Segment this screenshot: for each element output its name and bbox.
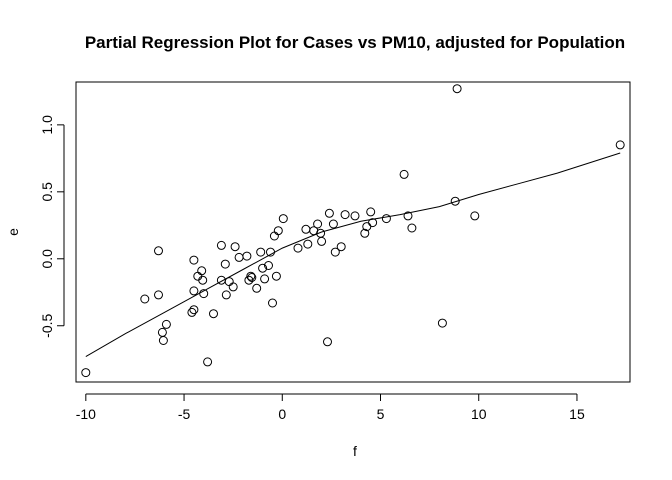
- data-point: [317, 236, 327, 246]
- chart-title: Partial Regression Plot for Cases vs PM1…: [85, 33, 625, 52]
- data-point: [470, 211, 480, 221]
- data-point: [303, 239, 313, 249]
- data-point: [340, 210, 350, 220]
- data-point: [199, 289, 209, 299]
- data-point: [252, 283, 262, 293]
- x-tick-label: -10: [76, 406, 96, 422]
- y-tick-label: -0.5: [39, 313, 55, 337]
- data-point: [256, 247, 266, 257]
- data-point: [228, 282, 238, 292]
- data-point: [271, 271, 281, 281]
- x-axis: -10 -5 0 5 10 15: [76, 393, 585, 422]
- smooth-fit-line: [85, 152, 621, 358]
- data-point: [244, 275, 254, 285]
- data-point: [161, 319, 171, 329]
- y-tick-label: 0.5: [39, 182, 55, 202]
- data-point: [615, 140, 625, 150]
- data-point: [266, 247, 275, 257]
- data-point: [437, 318, 447, 328]
- x-axis-label: f: [353, 443, 357, 459]
- x-tick-label: 15: [569, 406, 585, 422]
- data-point: [324, 208, 334, 218]
- data-point: [230, 242, 240, 252]
- data-point: [399, 169, 409, 179]
- data-point: [403, 211, 413, 221]
- data-point: [336, 242, 346, 252]
- data-point: [313, 219, 323, 229]
- data-points-layer: [81, 84, 625, 378]
- data-point: [330, 247, 340, 257]
- data-point: [273, 226, 283, 236]
- data-point: [242, 251, 252, 261]
- data-point: [366, 207, 376, 217]
- data-point: [234, 252, 244, 262]
- data-point: [157, 327, 167, 337]
- data-point: [189, 255, 199, 265]
- data-point: [328, 219, 338, 229]
- data-point: [81, 368, 91, 378]
- y-axis: -0.5 0.0 0.5 1.0: [39, 115, 65, 338]
- data-point: [140, 294, 150, 304]
- data-point: [187, 307, 197, 317]
- data-point: [258, 263, 268, 273]
- data-point: [450, 196, 460, 206]
- data-point: [220, 259, 230, 269]
- data-point: [189, 305, 199, 315]
- data-point: [452, 84, 462, 94]
- x-tick-label: 5: [377, 406, 385, 422]
- data-point: [360, 228, 370, 238]
- y-tick-label: 1.0: [39, 115, 55, 135]
- data-point: [197, 266, 207, 276]
- data-point: [247, 273, 257, 282]
- data-point: [189, 286, 199, 296]
- data-point: [301, 224, 311, 234]
- data-point: [216, 240, 226, 250]
- data-point: [193, 271, 203, 281]
- data-point: [407, 223, 417, 233]
- x-tick-label: 10: [471, 406, 487, 422]
- y-tick-label: 0.0: [39, 249, 55, 269]
- data-point: [293, 243, 303, 253]
- data-point: [323, 337, 332, 347]
- data-point: [260, 274, 270, 284]
- data-point: [154, 290, 163, 300]
- data-point: [198, 275, 208, 285]
- data-point: [278, 214, 288, 224]
- data-point: [246, 271, 256, 281]
- data-point: [268, 298, 277, 308]
- x-tick-label: -5: [178, 406, 191, 422]
- data-point: [209, 309, 218, 319]
- data-point: [154, 246, 163, 256]
- data-point: [221, 290, 231, 300]
- data-point: [381, 214, 391, 224]
- data-point: [158, 336, 168, 345]
- data-point: [368, 218, 378, 228]
- data-point: [203, 357, 213, 367]
- data-point: [264, 261, 273, 270]
- data-point: [224, 277, 234, 287]
- x-tick-label: 0: [278, 406, 286, 422]
- data-point: [269, 231, 279, 241]
- plot-frame: [75, 81, 631, 383]
- smooth-line-layer: [85, 152, 621, 358]
- data-point: [350, 211, 360, 221]
- y-axis-label: e: [5, 228, 21, 236]
